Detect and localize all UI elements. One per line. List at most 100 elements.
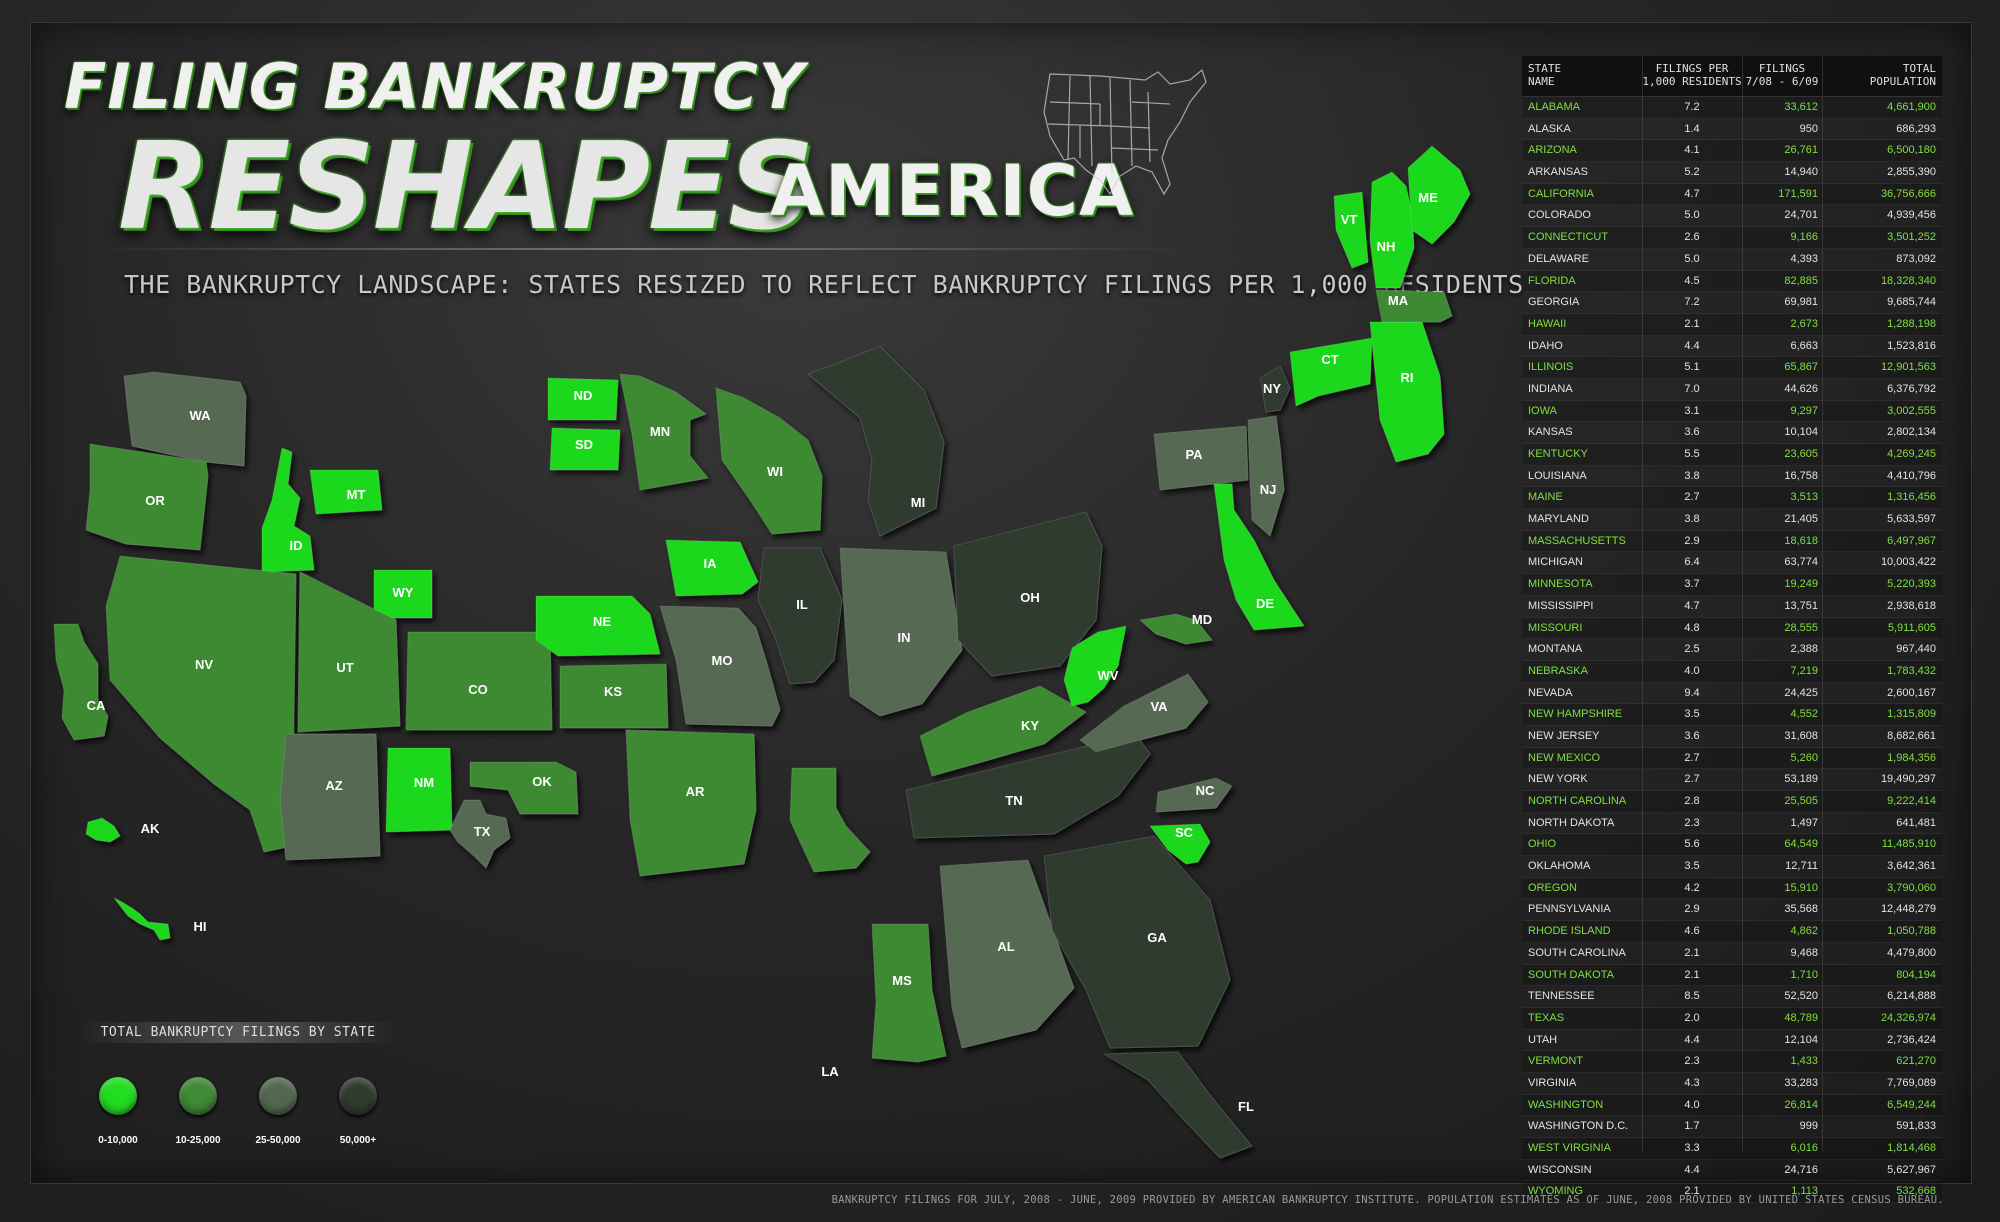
state-name-cell: NEVADA: [1528, 686, 1573, 699]
table-row: WASHINGTON D.C. 1.7 999 591,833: [1522, 1116, 1942, 1138]
filings-per-1000-cell: 5.0: [1684, 252, 1700, 265]
population-cell: 1,288,198: [1887, 317, 1936, 330]
filings-cell: 171,591: [1778, 187, 1818, 200]
state-name-cell: MASSACHUSETTS: [1528, 534, 1626, 547]
state-name-cell: VERMONT: [1528, 1055, 1583, 1068]
filings-per-1000-cell: 5.1: [1684, 361, 1700, 374]
table-row: SOUTH CAROLINA 2.1 9,468 4,479,800: [1522, 943, 1942, 965]
state-label-nj: NJ: [1260, 482, 1277, 497]
state-shape-ga: [1043, 835, 1231, 1049]
state-label-ri: RI: [1401, 370, 1414, 385]
filings-per-1000-cell: 2.7: [1684, 773, 1700, 786]
state-label-ok: OK: [532, 774, 552, 789]
state-shape-va: [1079, 673, 1209, 753]
filings-cell: 48,789: [1784, 1011, 1818, 1024]
state-name-cell: TEXAS: [1528, 1011, 1565, 1024]
filings-per-1000-cell: 4.7: [1684, 187, 1700, 200]
table-row: HAWAII 2.1 2,673 1,288,198: [1522, 313, 1942, 336]
table-row: WYOMING 2.1 1,113 532,668: [1522, 1181, 1942, 1204]
population-cell: 18,328,340: [1880, 274, 1936, 287]
state-name-cell: SOUTH CAROLINA: [1528, 946, 1626, 959]
filings-cell: 4,862: [1790, 925, 1818, 938]
table-row: IOWA 3.1 9,297 3,002,555: [1522, 400, 1942, 423]
table-row: MISSOURI 4.8 28,555 5,911,605: [1522, 617, 1942, 640]
population-cell: 2,736,424: [1887, 1033, 1936, 1046]
state-shape-vt: [1333, 191, 1369, 269]
state-shape-mo: [659, 605, 781, 727]
state-name-cell: MISSOURI: [1528, 621, 1583, 634]
state-label-wy: WY: [393, 585, 414, 600]
population-cell: 19,490,297: [1880, 773, 1936, 786]
filings-cell: 26,761: [1784, 144, 1818, 157]
table-row: COLORADO 5.0 24,701 4,939,456: [1522, 205, 1942, 228]
table-row: CALIFORNIA 4.7 171,591 36,756,666: [1522, 183, 1942, 206]
state-name-cell: WYOMING: [1528, 1185, 1583, 1198]
table-row: NEBRASKA 4.0 7,219 1,783,432: [1522, 660, 1942, 683]
population-cell: 6,500,180: [1887, 144, 1936, 157]
table-row: OHIO 5.6 64,549 11,485,910: [1522, 834, 1942, 857]
state-shape-al: [939, 859, 1075, 1049]
filings-cell: 18,618: [1784, 534, 1818, 547]
state-label-nv: NV: [195, 657, 213, 672]
legend-label: 25-50,000: [255, 1135, 301, 1146]
filings-cell: 69,981: [1784, 296, 1818, 309]
population-cell: 4,939,456: [1887, 209, 1936, 222]
table-row: NORTH DAKOTA 2.3 1,497 641,481: [1522, 813, 1942, 835]
filings-per-1000-cell: 3.5: [1684, 860, 1700, 873]
filings-per-1000-cell: 6.4: [1684, 556, 1700, 569]
header-filings: FILINGS 7/08 - 6/09: [1745, 62, 1819, 88]
legend-items: 0-10,000 10-25,000 25-50,000 50,000+: [78, 1077, 398, 1146]
state-label-in: IN: [898, 630, 911, 645]
header-filings-per-1000: FILINGS PER 1,000 RESIDENTS: [1642, 62, 1742, 88]
state-name-cell: OKLAHOMA: [1528, 860, 1591, 873]
legend-item: 10-25,000: [158, 1077, 238, 1146]
population-cell: 2,938,618: [1887, 599, 1936, 612]
header-state: STATE NAME: [1528, 62, 1562, 88]
table-row: UTAH 4.4 12,104 2,736,424: [1522, 1030, 1942, 1052]
state-label-wa: WA: [190, 408, 212, 423]
title-line-2: RESHAPES: [118, 118, 814, 257]
population-cell: 7,769,089: [1887, 1076, 1936, 1089]
state-label-pa: PA: [1185, 447, 1203, 462]
state-label-nd: ND: [574, 388, 593, 403]
state-name-cell: CALIFORNIA: [1528, 187, 1595, 200]
state-name-cell: CONNECTICUT: [1528, 231, 1609, 244]
filings-per-1000-cell: 2.1: [1684, 946, 1700, 959]
table-row: INDIANA 7.0 44,626 6,376,792: [1522, 379, 1942, 401]
table-row: FLORIDA 4.5 82,885 18,328,340: [1522, 270, 1942, 293]
filings-cell: 6,663: [1790, 339, 1818, 352]
state-shape-ms: [871, 923, 947, 1063]
filings-cell: 33,612: [1784, 101, 1818, 113]
filings-cell: 9,468: [1790, 946, 1818, 959]
filings-per-1000-cell: 3.6: [1684, 729, 1700, 742]
state-name-cell: UTAH: [1528, 1033, 1558, 1046]
filings-cell: 1,433: [1790, 1055, 1818, 1068]
state-label-ms: MS: [892, 973, 912, 988]
population-cell: 641,481: [1896, 816, 1936, 829]
table-row: MONTANA 2.5 2,388 967,440: [1522, 639, 1942, 661]
population-cell: 1,315,809: [1887, 708, 1936, 721]
population-cell: 2,802,134: [1887, 426, 1936, 439]
population-cell: 6,214,888: [1887, 990, 1936, 1003]
state-name-cell: KENTUCKY: [1528, 448, 1588, 460]
column-divider: [1822, 56, 1823, 1151]
table-row: MAINE 2.7 3,513 1,316,456: [1522, 487, 1942, 510]
state-label-sc: SC: [1175, 825, 1194, 840]
table-row: MICHIGAN 6.4 63,774 10,003,422: [1522, 552, 1942, 575]
table-row: WISCONSIN 4.4 24,716 5,627,967: [1522, 1160, 1942, 1182]
population-cell: 9,685,744: [1887, 296, 1936, 309]
filings-per-1000-cell: 9.4: [1684, 686, 1700, 699]
filings-per-1000-cell: 2.6: [1684, 231, 1700, 244]
table-row: WASHINGTON 4.0 26,814 6,549,244: [1522, 1094, 1942, 1117]
filings-cell: 10,104: [1784, 426, 1818, 439]
table-row: NEW HAMPSHIRE 3.5 4,552 1,315,809: [1522, 704, 1942, 726]
filings-per-1000-cell: 5.6: [1684, 838, 1700, 851]
filings-per-1000-cell: 2.3: [1684, 816, 1700, 829]
filings-cell: 4,393: [1790, 252, 1818, 265]
state-shape-me: [1407, 145, 1471, 245]
legend-title: TOTAL BANKRUPTCY FILINGS BY STATE: [78, 1022, 398, 1043]
table-row: LOUISIANA 3.8 16,758 4,410,796: [1522, 466, 1942, 488]
state-label-ak: AK: [141, 821, 160, 836]
filings-cell: 13,751: [1784, 599, 1818, 612]
population-cell: 1,984,356: [1887, 751, 1936, 764]
